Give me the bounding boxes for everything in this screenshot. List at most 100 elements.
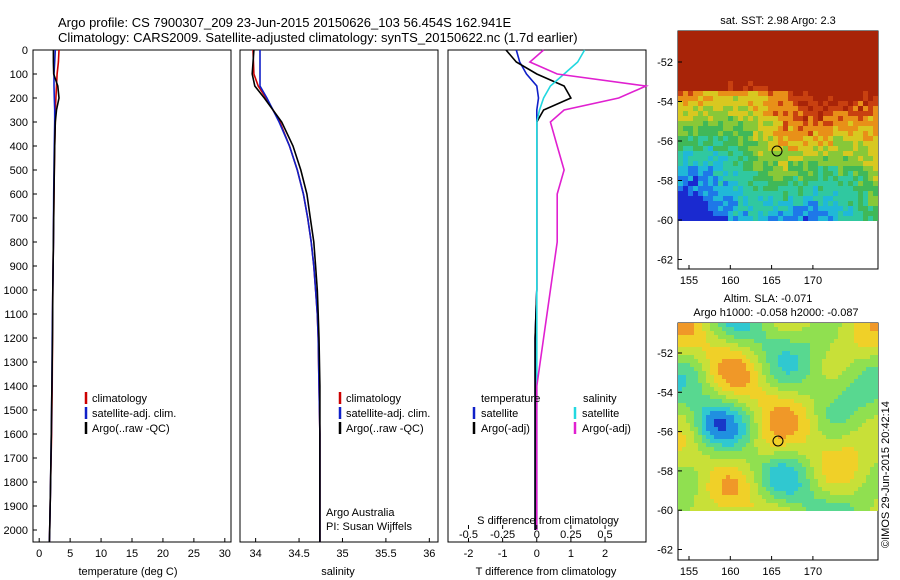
sla-cell (826, 403, 830, 407)
sla-cell (834, 375, 838, 379)
sla-cell (858, 331, 862, 335)
sst-cell (733, 116, 738, 121)
sla-cell (718, 335, 722, 339)
sla-cell (746, 411, 750, 415)
sla-cell (762, 339, 766, 343)
sla-cell (766, 343, 770, 347)
sla-cell (738, 327, 742, 331)
sla-cell (838, 495, 842, 499)
sla-cell (842, 391, 846, 395)
sla-cell (698, 371, 702, 375)
sla-cell (802, 387, 806, 391)
sla-cell (730, 359, 734, 363)
sla-cell (826, 379, 830, 383)
sst-cell (823, 176, 828, 181)
sla-cell (770, 347, 774, 351)
sla-cell (774, 323, 778, 327)
sst-cell (698, 156, 703, 161)
sst-cell (718, 111, 723, 116)
sst-cell (743, 196, 748, 201)
sla-cell (790, 463, 794, 467)
sst-cell (713, 196, 718, 201)
salinity-panel: 34 34.5 35 35.5 36 salinity climatology sate… (239, 49, 439, 578)
sst-cell (788, 71, 793, 76)
sla-cell (806, 363, 810, 367)
sla-cell (822, 379, 826, 383)
sla-cell (690, 367, 694, 371)
sla-cell (822, 335, 826, 339)
sst-cell (868, 211, 873, 216)
sst-cell (703, 126, 708, 131)
sla-cell (686, 459, 690, 463)
sst-cell (828, 96, 833, 101)
sla-cell (770, 475, 774, 479)
sst-cell (858, 76, 863, 81)
sst-cell (728, 81, 733, 86)
sla-cell (722, 447, 726, 451)
sst-cell (733, 191, 738, 196)
sla-cell (790, 379, 794, 383)
sst-cell (868, 141, 873, 146)
sst-cell (753, 171, 758, 176)
sst-cell (718, 161, 723, 166)
sla-cell (762, 375, 766, 379)
sla-cell (858, 439, 862, 443)
sst-cell (873, 96, 878, 101)
sla-cell (706, 439, 710, 443)
sla-cell (750, 371, 754, 375)
sla-cell (806, 371, 810, 375)
sst-cell (753, 91, 758, 96)
sla-cell (798, 455, 802, 459)
s-diff-tick-label: 0.5 (597, 529, 612, 541)
sla-cell (726, 379, 730, 383)
sla-cell (726, 459, 730, 463)
sst-cell (733, 56, 738, 61)
sst-cell (818, 196, 823, 201)
sla-cell (790, 439, 794, 443)
sla-cell (722, 347, 726, 351)
sla-cell (726, 491, 730, 495)
sst-cell (733, 136, 738, 141)
sla-cell (794, 443, 798, 447)
sla-cell (810, 483, 814, 487)
sst-cell (778, 76, 783, 81)
sla-cell (814, 451, 818, 455)
sla-cell (742, 335, 746, 339)
sst-cell (778, 201, 783, 206)
sla-cell (790, 495, 794, 499)
sla-cell (678, 447, 682, 451)
sla-cell (730, 387, 734, 391)
sst-cell (833, 131, 838, 136)
sla-cell (858, 391, 862, 395)
sst-cell (678, 201, 683, 206)
sla-cell (774, 435, 778, 439)
sla-cell (846, 443, 850, 447)
sst-cell (738, 201, 743, 206)
sla-cell (702, 347, 706, 351)
sst-cell (773, 71, 778, 76)
sla-cell (722, 331, 726, 335)
sla-cell (826, 371, 830, 375)
sla-cell (718, 351, 722, 355)
sla-cell (770, 435, 774, 439)
sst-cell (858, 126, 863, 131)
sla-cell (702, 459, 706, 463)
sla-cell (858, 507, 862, 511)
sla-cell (822, 371, 826, 375)
sst-cell (733, 146, 738, 151)
sst-cell (713, 116, 718, 121)
sst-cell (823, 216, 828, 221)
sst-cell (733, 211, 738, 216)
sla-cell (774, 499, 778, 503)
sla-cell (694, 323, 698, 327)
sla-cell (686, 467, 690, 471)
sla-cell (738, 447, 742, 451)
sla-cell (834, 419, 838, 423)
sla-cell (870, 383, 874, 387)
sst-cell (743, 201, 748, 206)
sst-cell (723, 111, 728, 116)
sst-cell (818, 141, 823, 146)
sla-cell (810, 363, 814, 367)
depth-tick-label: 2000 (4, 525, 28, 537)
sst-cell (693, 91, 698, 96)
